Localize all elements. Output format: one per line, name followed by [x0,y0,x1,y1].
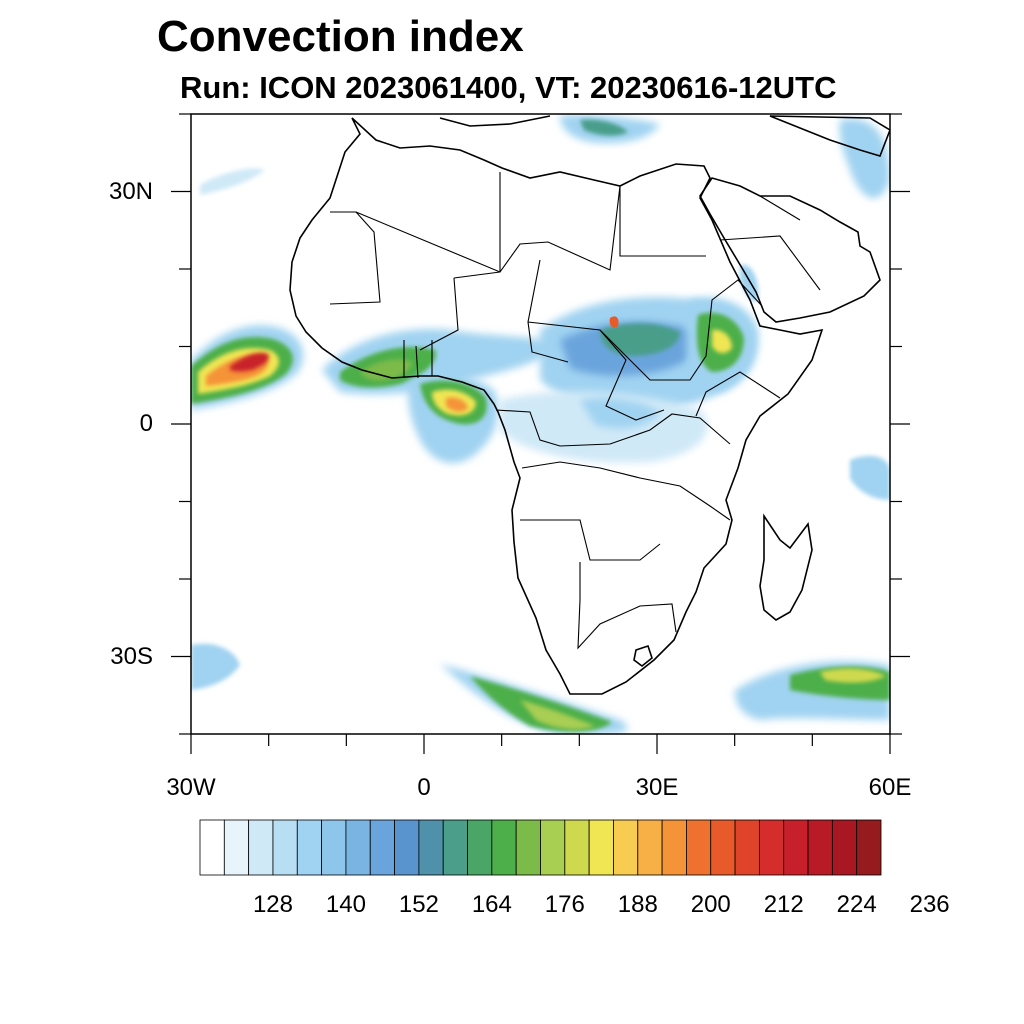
lon-tick-label: 30E [635,774,679,801]
colorbar-swatch [564,819,590,876]
colorbar-swatch [613,819,639,876]
colorbar-label: 176 [545,891,585,918]
colorbar-swatch [418,819,444,876]
colorbar-label: 152 [399,891,439,918]
colorbar-label: 128 [253,891,293,918]
colorbar-swatch [248,819,274,876]
colorbar-swatch [540,819,566,876]
colorbar-label: 200 [691,891,731,918]
colorbar-swatch [856,819,882,876]
colorbar-swatch [467,819,493,876]
colorbar-swatch [442,819,468,876]
lat-tick-label: 0 [139,410,153,437]
colorbar-label: 212 [764,891,804,918]
colorbar-swatch [831,819,858,876]
convection-cluster-ethiopia [686,297,759,393]
chart-title: Convection index [157,12,524,61]
colorbar-swatch [637,819,663,876]
lon-tick-label: 0 [417,774,431,801]
colorbar-swatch [515,819,541,876]
colorbar-swatch [807,819,833,876]
colorbar-swatch [686,819,712,876]
colorbar-label: 236 [910,891,950,918]
convection-cluster-southern-ocean [191,455,890,734]
chart-subtitle: Run: ICON 2023061400, VT: 20230616-12UTC [180,70,837,105]
colorbar-swatch [394,819,420,876]
lon-tick-label: 30W [166,774,216,801]
colorbar-swatch [588,819,614,876]
colorbar-swatch [783,819,809,876]
coastlines [289,115,890,695]
colorbar-label: 140 [326,891,366,918]
colorbar-swatch [734,819,760,876]
lat-tick-label: 30N [108,177,153,205]
colorbar-swatch [710,819,736,876]
convection-cluster-gulf-of-guinea [408,374,499,464]
colorbar-label: 224 [837,891,877,918]
colorbar-swatch [369,819,395,876]
axis-ticks [171,113,910,754]
colorbar-label: 188 [618,891,658,918]
country-borders [329,172,821,650]
colorbar-swatch [223,819,250,876]
colorbar-label: 164 [472,891,512,918]
lat-tick-label: 30S [110,642,153,670]
colorbar-swatch [345,819,371,876]
colorbar-swatch [491,819,517,876]
colorbar-swatch [296,819,323,876]
colorbar-swatch [321,819,347,876]
convection-cluster-atlantic [191,325,304,410]
convection-field [191,114,890,734]
colorbar-swatch [199,819,225,876]
colorbar-swatch [758,819,785,876]
lon-tick-label: 60E [868,774,912,801]
convection-cluster-congo [500,391,708,463]
colorbar-swatch [661,819,687,876]
convection-cluster-north [200,114,890,302]
colorbar-swatch [272,819,298,876]
